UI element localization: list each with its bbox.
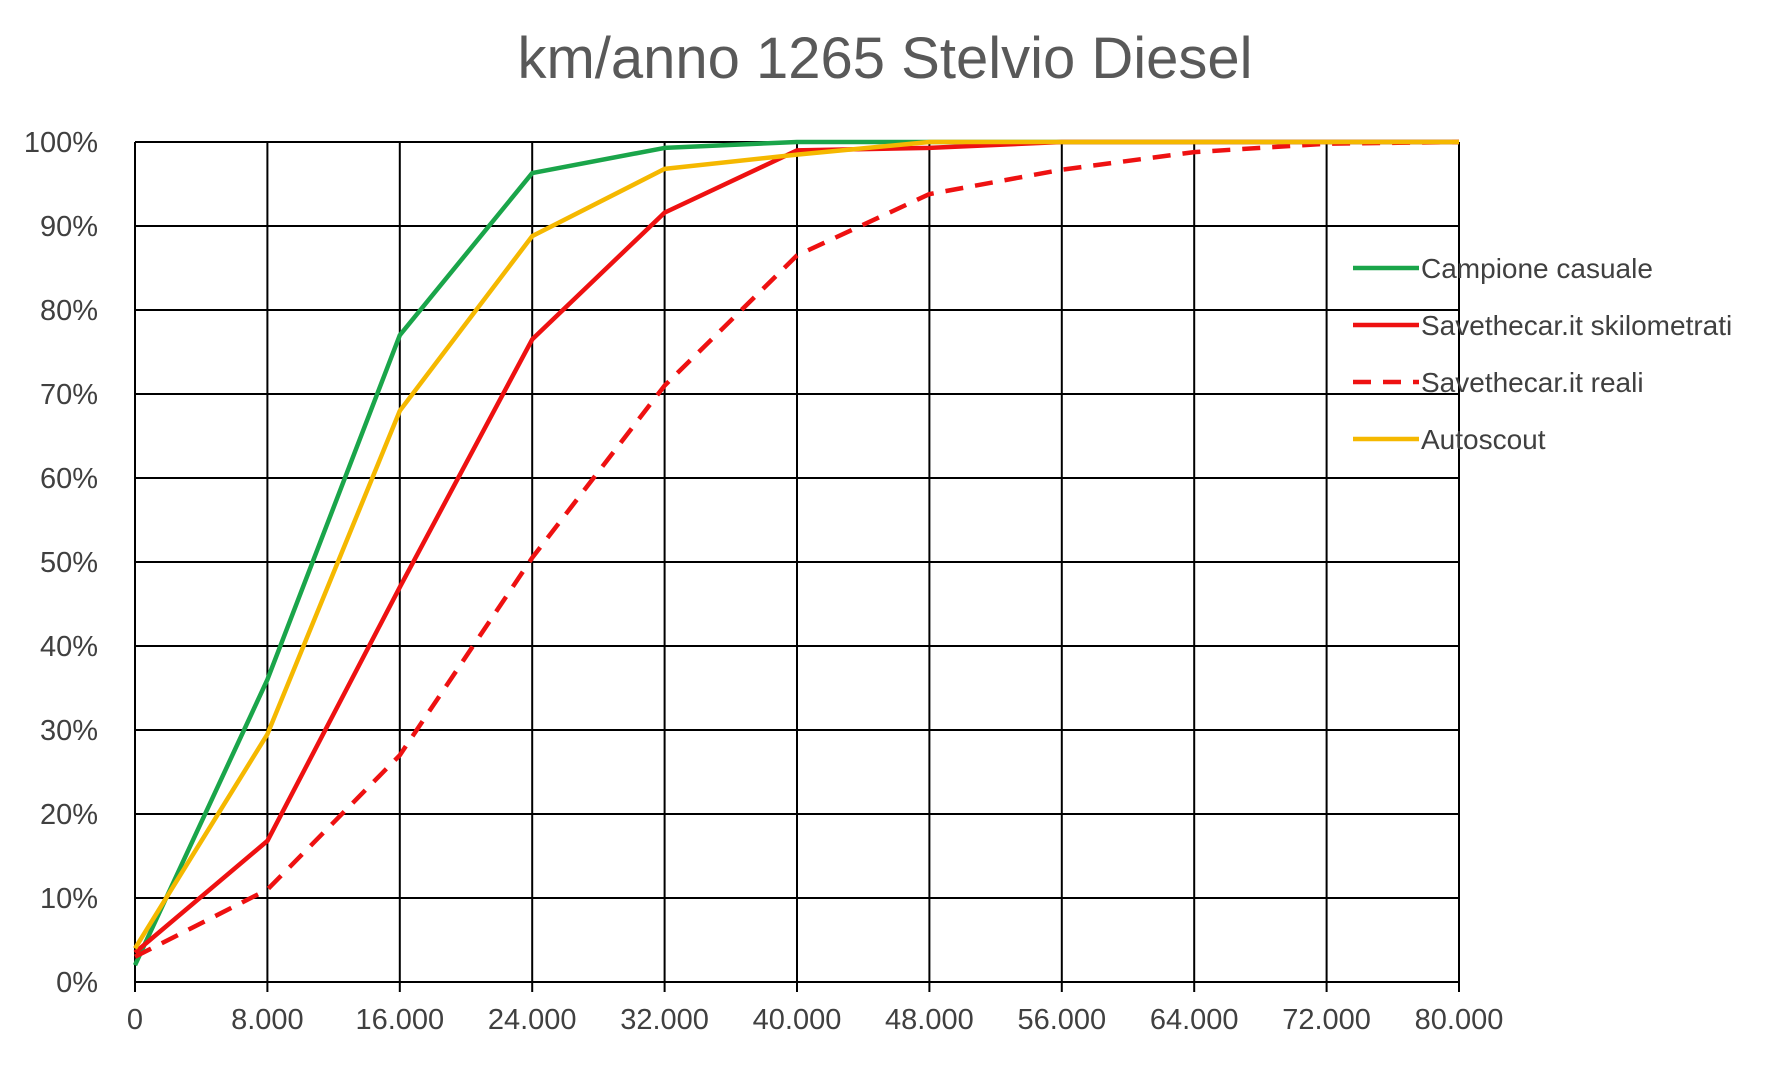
grid: [134, 141, 1460, 992]
x-tick-label: 64.000: [1150, 1004, 1239, 1036]
legend: Campione casuale Savethecar.it skilometra…: [1353, 253, 1732, 455]
legend-label: Campione casuale: [1421, 253, 1653, 284]
series-line-3: [133, 139, 1460, 959]
x-tick-label: 48.000: [885, 1004, 974, 1036]
y-tick-label: 50%: [40, 547, 98, 579]
series-line-4: [133, 139, 1459, 950]
chart-title: km/anno 1265 Stelvio Diesel: [517, 26, 1252, 91]
x-tick-label: 0: [127, 1004, 143, 1036]
legend-label: Autoscout: [1421, 424, 1546, 455]
legend-label: Savethecar.it reali: [1421, 367, 1644, 398]
y-tick-label: 0%: [56, 967, 98, 999]
legend-label: Savethecar.it skilometrati: [1421, 310, 1732, 341]
y-tick-label: 10%: [40, 883, 98, 915]
y-tick-label: 90%: [40, 211, 98, 243]
x-tick-label: 72.000: [1282, 1004, 1371, 1036]
y-tick-label: 30%: [40, 715, 98, 747]
y-tick-label: 40%: [40, 631, 98, 663]
x-tick-label: 8.000: [231, 1004, 304, 1036]
y-tick-label: 20%: [40, 799, 98, 831]
x-tick-label: 56.000: [1017, 1004, 1106, 1036]
x-tick-label: 80.000: [1415, 1004, 1504, 1036]
x-tick-label: 32.000: [620, 1004, 709, 1036]
x-tick-label: 40.000: [753, 1004, 842, 1036]
y-tick-label: 100%: [24, 127, 98, 159]
axis-ticks: 0% 10% 20% 30% 40% 50% 60% 70% 80% 90% 100% 0 8.000 1…: [24, 127, 1504, 1036]
series-lines: [132, 139, 1460, 967]
y-tick-label: 80%: [40, 295, 98, 327]
x-tick-label: 24.000: [488, 1004, 577, 1036]
x-tick-label: 16.000: [355, 1004, 444, 1036]
y-tick-label: 60%: [40, 463, 98, 495]
y-tick-label: 70%: [40, 379, 98, 411]
